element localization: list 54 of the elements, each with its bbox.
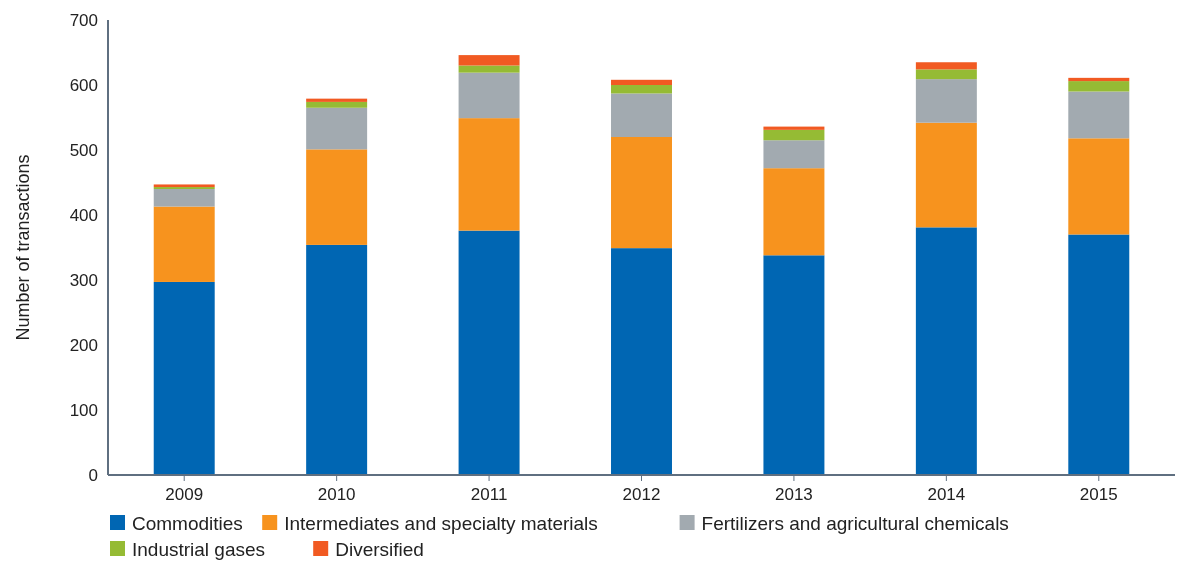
- y-tick-label: 400: [69, 205, 98, 225]
- y-tick-label: 700: [69, 10, 98, 30]
- legend-label: Industrial gases: [132, 538, 266, 560]
- x-tick-label: 2012: [622, 485, 661, 504]
- bar: [153, 206, 215, 282]
- bar: [153, 189, 215, 207]
- bar: [915, 62, 977, 70]
- bar: [1068, 91, 1130, 139]
- bar: [611, 79, 672, 85]
- bar: [611, 85, 672, 94]
- bar: [306, 149, 368, 245]
- bar: [915, 227, 977, 475]
- bar: [763, 255, 825, 475]
- bar: [306, 107, 368, 150]
- y-tick-label: 100: [69, 400, 98, 420]
- legend-label: Fertilizers and agricultural chemicals: [701, 512, 1009, 534]
- y-axis-title: Number of transactions: [13, 154, 33, 341]
- bar: [915, 69, 977, 80]
- bar: [763, 129, 825, 141]
- bar: [763, 126, 825, 130]
- bar: [763, 168, 825, 256]
- bar: [458, 65, 520, 73]
- bar: [1068, 234, 1130, 475]
- bar: [1068, 81, 1130, 92]
- legend-label: Diversified: [335, 538, 424, 560]
- bar: [306, 101, 368, 108]
- bar: [458, 118, 520, 231]
- x-tick-label: 2013: [775, 485, 813, 504]
- x-tick-label: 2010: [317, 485, 356, 504]
- bar: [611, 137, 672, 249]
- x-tick-label: 2009: [165, 485, 204, 504]
- bar: [1068, 77, 1130, 82]
- bar: [915, 79, 977, 123]
- legend-label: Intermediates and specialty materials: [284, 512, 598, 534]
- bar: [153, 281, 215, 475]
- y-tick-label: 0: [88, 465, 98, 485]
- x-tick-label: 2014: [927, 485, 966, 504]
- bar: [611, 248, 672, 475]
- y-tick-label: 200: [69, 335, 98, 355]
- bar: [306, 244, 368, 475]
- legend-label: Commodities: [132, 512, 243, 534]
- bar: [1068, 138, 1130, 235]
- bar: [306, 98, 368, 102]
- bar: [915, 122, 977, 228]
- bar: [458, 230, 520, 475]
- bar: [763, 140, 825, 169]
- bar: [611, 93, 672, 137]
- x-tick-label: 2015: [1079, 485, 1118, 504]
- y-tick-label: 600: [69, 75, 98, 95]
- bar: [458, 72, 520, 119]
- x-tick-label: 2011: [470, 485, 508, 504]
- y-tick-label: 500: [69, 140, 98, 160]
- y-tick-label: 300: [69, 270, 98, 290]
- bar: [458, 55, 520, 66]
